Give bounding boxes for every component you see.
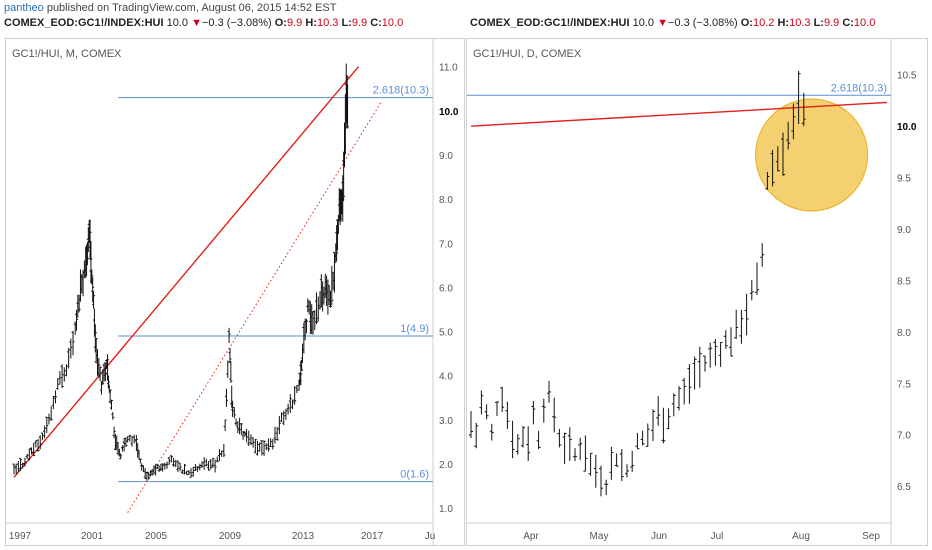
last-price-label: 10.0 <box>897 122 917 133</box>
y-tick-label: 4.0 <box>439 372 453 383</box>
y-tick-label: 8.0 <box>439 195 453 206</box>
low-value: 9.9 <box>823 17 840 29</box>
high-value: 10.3 <box>316 17 339 29</box>
x-tick-label: Aug <box>792 531 810 542</box>
trendline <box>470 101 888 127</box>
y-tick-label: 8.0 <box>897 328 911 339</box>
high-label: H: <box>305 17 317 29</box>
symbol[interactable]: COMEX_EOD:GC1!/INDEX:HUI <box>470 17 630 29</box>
last-price: 10.0 <box>166 17 189 29</box>
fib-level-label: 1(4.9) <box>400 323 429 335</box>
x-tick-label: Jul <box>711 531 724 542</box>
y-tick-label: 1.0 <box>439 504 453 515</box>
x-tick-label: 2009 <box>219 531 242 542</box>
low-label: L: <box>341 17 352 29</box>
symbol[interactable]: COMEX_EOD:GC1!/INDEX:HUI <box>4 17 164 29</box>
close-value: 10.0 <box>853 17 876 29</box>
last-price-marker <box>892 118 922 135</box>
y-tick-label: 6.0 <box>439 283 453 294</box>
x-tick-label: 2001 <box>81 531 104 542</box>
fib-level-label: 2.618(10.3) <box>373 85 429 97</box>
attribution-text: published on TradingView.com, August 06,… <box>43 2 337 14</box>
change: −0.3 (−3.08%) <box>201 17 272 29</box>
last-price-marker <box>434 102 464 119</box>
x-tick-label: 1997 <box>9 531 32 542</box>
highlight-circle <box>755 98 869 212</box>
y-tick-label: 6.5 <box>897 482 911 493</box>
y-tick-label: 9.0 <box>897 225 911 236</box>
down-arrow-icon: ▼ <box>657 17 668 29</box>
down-arrow-icon: ▼ <box>191 17 202 29</box>
x-tick-label: 2005 <box>145 531 168 542</box>
low-label: L: <box>813 17 824 29</box>
change: −0.3 (−3.08%) <box>667 17 738 29</box>
x-tick-label: 2013 <box>292 531 315 542</box>
daily-chart-panel[interactable]: GC1!/HUI, D, COMEX 6.5 7.0 7.5 8.0 8.5 9.0 9.5… <box>466 38 928 546</box>
monthly-chart-panel[interactable]: GC1!/HUI, M, COMEX 1.0 2.0 3.0 4.0 5.0 6.0 7.0… <box>5 38 465 546</box>
fib-level-label: 2.618(10.3) <box>831 82 887 94</box>
x-tick-label: Ju <box>425 531 436 542</box>
x-tick-label: Sep <box>862 531 880 542</box>
trendline-dotted <box>127 101 382 513</box>
y-tick-label: 11.0 <box>439 63 458 74</box>
open-label: O: <box>740 17 753 29</box>
x-tick-label: Jun <box>651 531 667 542</box>
y-tick-label: 5.0 <box>439 328 453 339</box>
y-tick-label: 7.0 <box>897 431 911 442</box>
last-price-label: 10.0 <box>439 107 459 118</box>
last-price: 10.0 <box>632 17 655 29</box>
y-tick-label: 8.5 <box>897 276 911 287</box>
close-value: 10.0 <box>381 17 404 29</box>
open-value: 10.2 <box>752 17 775 29</box>
right-symbol-header: COMEX_EOD:GC1!/INDEX:HUI 10.0 ▼−0.3 (−3.… <box>470 17 875 29</box>
open-value: 9.9 <box>286 17 303 29</box>
monthly-chart-svg[interactable]: 1.0 2.0 3.0 4.0 5.0 6.0 7.0 8.0 9.0 10.0 11.0 1997 2… <box>6 39 464 545</box>
y-tick-label: 2.0 <box>439 460 453 471</box>
y-tick-label: 7.0 <box>439 239 453 250</box>
x-tick-label: May <box>590 531 609 542</box>
open-label: O: <box>274 17 287 29</box>
chart-title: GC1!/HUI, D, COMEX <box>473 48 582 60</box>
high-label: H: <box>777 17 790 29</box>
high-value: 10.3 <box>789 17 811 29</box>
chart-title: GC1!/HUI, M, COMEX <box>12 48 122 60</box>
y-tick-label: 10.5 <box>897 71 917 82</box>
y-tick-label: 3.0 <box>439 416 453 427</box>
trendline <box>13 66 360 478</box>
attribution: pantheo published on TradingView.com, Au… <box>4 2 337 14</box>
low-value: 9.9 <box>351 17 368 29</box>
close-label: C: <box>370 17 382 29</box>
fib-level-label: 0(1.6) <box>400 469 429 481</box>
x-tick-label: 2017 <box>361 531 384 542</box>
y-tick-label: 7.5 <box>897 379 911 390</box>
y-tick-label: 9.5 <box>897 174 911 185</box>
close-label: C: <box>842 17 854 29</box>
left-symbol-header: COMEX_EOD:GC1!/INDEX:HUI 10.0 ▼−0.3 (−3.… <box>4 17 403 29</box>
y-tick-label: 9.0 <box>439 151 453 162</box>
x-tick-label: Apr <box>523 531 539 542</box>
author-link[interactable]: pantheo <box>4 2 44 14</box>
daily-chart-svg[interactable]: 6.5 7.0 7.5 8.0 8.5 9.0 9.5 10.0 10.5 Apr May Jun Ju… <box>467 39 927 545</box>
